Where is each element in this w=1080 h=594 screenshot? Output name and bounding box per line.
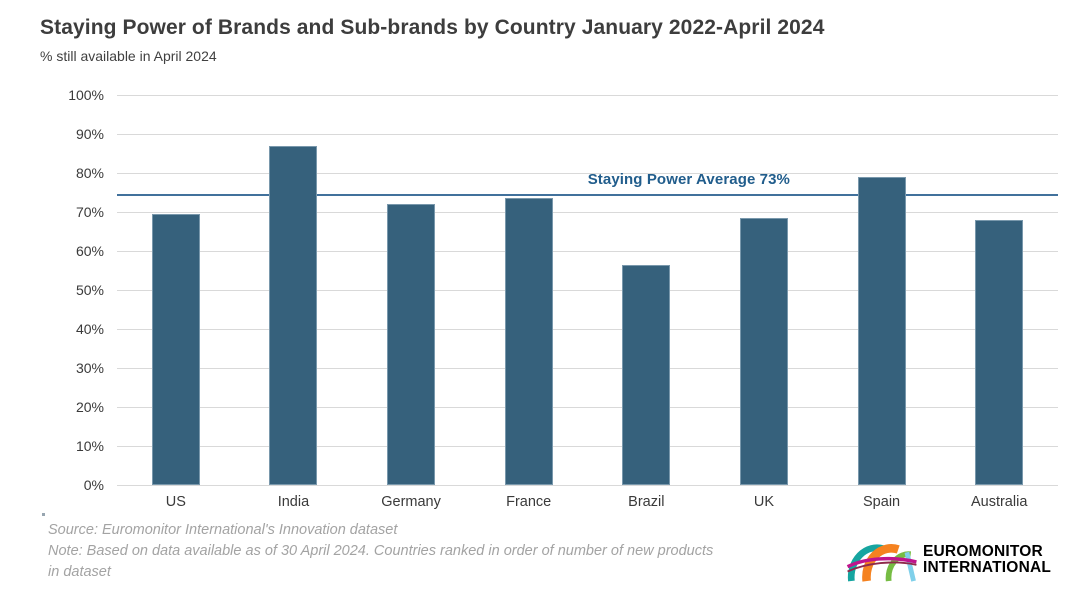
data-note-line1: Note: Based on data available as of 30 A… <box>48 543 714 559</box>
footnotes: Source: Euromonitor International's Inno… <box>48 520 848 583</box>
y-axis: 0% 10% 20% 30% 40% 50% 60% 70% 80% 90% 100% <box>0 87 104 493</box>
x-tick-label-us: US <box>165 494 186 510</box>
y-tick-label-50: 50% <box>75 282 104 298</box>
x-tick-label-uk: UK <box>753 494 775 510</box>
logo-text-line1: EUROMONITOR <box>923 542 1043 560</box>
gridline-80 <box>117 172 1058 174</box>
x-tick-label-spain: Spain <box>863 494 901 510</box>
x-tick-label-australia: Australia <box>970 494 1028 510</box>
gridline-100 <box>117 94 1058 96</box>
bar-india <box>269 145 318 485</box>
gridline-40 <box>117 328 1058 330</box>
x-tick-label-france: France <box>506 494 552 510</box>
chart-subtitle: % still available in April 2024 <box>40 48 217 64</box>
plot-area: Staying Power Average 73% <box>117 94 1058 486</box>
gridline-90 <box>117 133 1058 135</box>
bar-germany <box>387 204 436 485</box>
x-axis: US India Germany France Brazil UK Spain Austral… <box>117 494 1058 516</box>
y-tick-label-60: 60% <box>75 243 104 259</box>
bar-uk <box>739 217 788 485</box>
bar-brazil <box>622 264 671 485</box>
gridline-30 <box>117 367 1058 369</box>
bar-us <box>151 213 200 485</box>
y-tick-label-20: 20% <box>75 399 104 415</box>
y-tick-label-100: 100% <box>68 87 104 103</box>
x-tick-label-india: India <box>277 494 310 510</box>
y-tick-label-80: 80% <box>75 165 104 181</box>
bar-spain <box>857 176 906 485</box>
gridline-70 <box>117 211 1058 213</box>
y-tick-label-10: 10% <box>75 438 104 454</box>
gridline-50 <box>117 289 1058 291</box>
legend-dot-artifact <box>42 513 45 516</box>
source-note: Source: Euromonitor International's Inno… <box>48 522 398 538</box>
x-tick-label-germany: Germany <box>381 494 441 510</box>
y-tick-label-40: 40% <box>75 321 104 337</box>
data-note-line2: in dataset <box>48 564 111 580</box>
euromonitor-logo-mark-icon <box>846 544 917 582</box>
x-tick-label-brazil: Brazil <box>628 494 665 510</box>
chart-title: Staying Power of Brands and Sub-brands b… <box>40 16 825 39</box>
y-tick-label-90: 90% <box>75 126 104 142</box>
gridline-0 <box>117 484 1058 486</box>
logo-text-line2: INTERNATIONAL <box>923 559 1052 576</box>
average-line-label: Staying Power Average 73% <box>587 170 790 188</box>
y-tick-label-70: 70% <box>75 204 104 220</box>
gridline-60 <box>117 250 1058 252</box>
gridline-10 <box>117 445 1058 447</box>
gridline-20 <box>117 406 1058 408</box>
y-tick-label-30: 30% <box>75 360 104 376</box>
y-tick-label-0: 0% <box>83 477 104 493</box>
average-line <box>117 193 1058 196</box>
euromonitor-logo: EUROMONITOR INTERNATIONAL <box>846 537 1058 583</box>
bar-australia <box>975 219 1024 485</box>
bar-france <box>504 198 553 485</box>
euromonitor-logo-text: EUROMONITOR INTERNATIONAL <box>923 542 1052 577</box>
